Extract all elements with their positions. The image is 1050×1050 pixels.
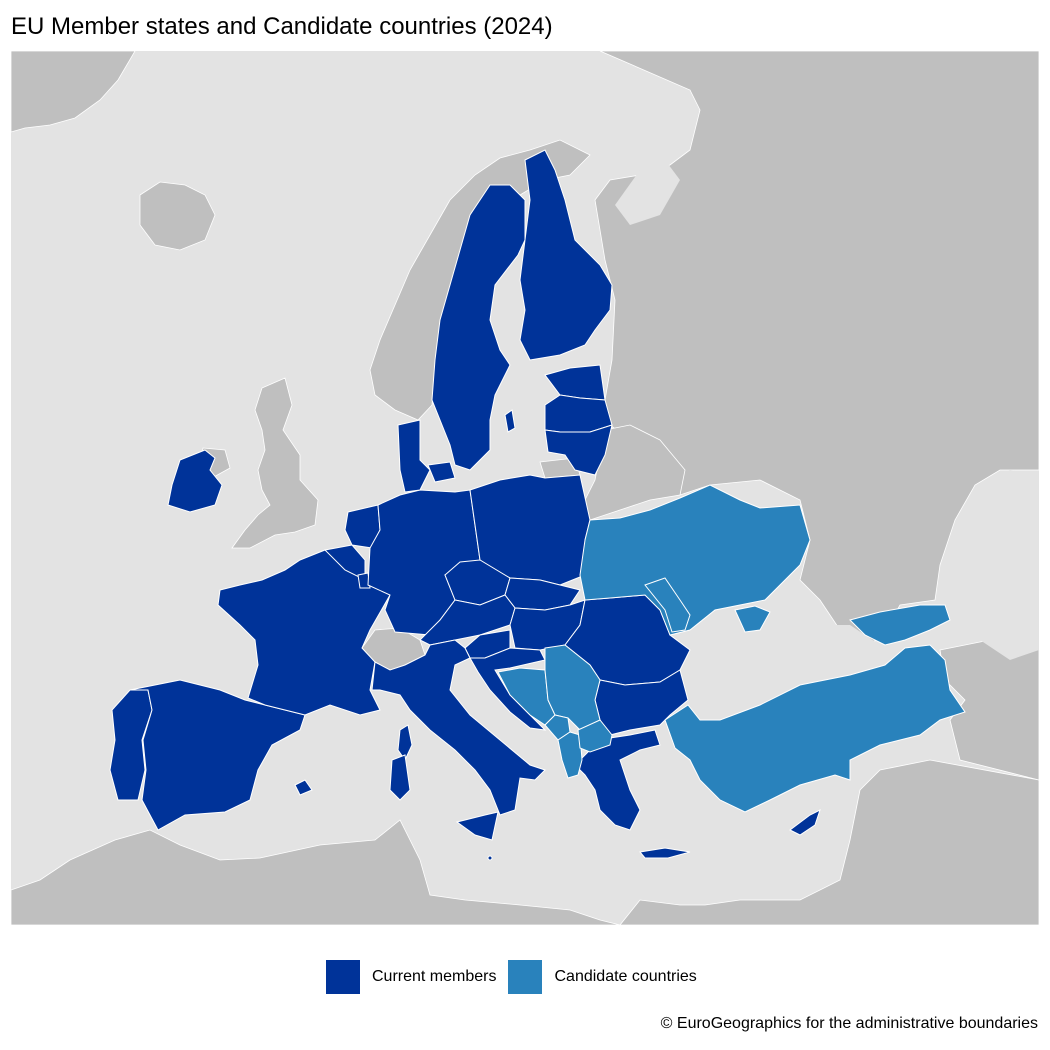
country-france: [217, 549, 391, 716]
country-spain: [129, 679, 306, 831]
country-montenegro: [544, 714, 571, 741]
country-malta: [487, 855, 493, 861]
country-belarus: [584, 424, 686, 521]
country-finland: [519, 149, 613, 361]
country-iceland: [139, 181, 216, 251]
country-moldova: [644, 577, 691, 633]
legend-swatch-candidate: [508, 959, 543, 994]
country-greece-crete: [639, 847, 691, 859]
country-albania: [557, 731, 583, 779]
map-title: EU Member states and Candidate countries…: [11, 13, 553, 40]
country-north-macedonia: [577, 719, 613, 753]
legend-label-candidate: Candidate countries: [554, 967, 697, 985]
country-united-kingdom: [231, 377, 319, 549]
caspian-sea: [940, 470, 1039, 660]
europe-map: [11, 51, 1039, 925]
black-sea: [690, 605, 885, 720]
country-italy-sardinia: [389, 754, 411, 801]
country-cyprus: [789, 809, 821, 836]
non-member-land: [11, 51, 1039, 925]
legend-label-member: Current members: [372, 967, 497, 985]
map-panel: [11, 51, 1039, 925]
country-north-africa-west: [11, 819, 621, 925]
eu-members: [109, 149, 821, 861]
country-sweden-gotland: [504, 409, 516, 433]
country-denmark: [397, 419, 431, 493]
country-spain-balearic: [294, 779, 313, 796]
country-greece: [574, 729, 661, 831]
legend-swatch-member: [326, 959, 360, 994]
map-credit: © EuroGeographics for the administrative…: [660, 1015, 1038, 1032]
country-lithuania: [544, 424, 613, 476]
country-levant-egypt: [619, 759, 1039, 925]
country-georgia: [849, 604, 951, 646]
country-ireland: [167, 449, 223, 513]
country-belgium: [323, 544, 366, 581]
candidate-countries: [497, 484, 966, 813]
country-ukraine-crimea: [734, 605, 771, 633]
country-denmark-zealand: [427, 461, 456, 483]
country-france-corsica: [397, 724, 413, 761]
legend-item-candidate-countries: Candidate countries: [508, 959, 697, 994]
country-turkiye: [664, 644, 966, 813]
country-ukraine: [579, 484, 811, 636]
country-italy-sicily: [455, 811, 499, 841]
legend-item-current-members: Current members: [326, 959, 497, 994]
white-sea: [615, 160, 680, 225]
country-italy: [371, 639, 546, 816]
country-sweden: [431, 184, 526, 471]
country-greenland: [11, 51, 136, 133]
country-luxembourg: [357, 572, 371, 589]
country-latvia: [544, 394, 613, 433]
map-legend: Current members Candidate countries: [326, 959, 709, 994]
